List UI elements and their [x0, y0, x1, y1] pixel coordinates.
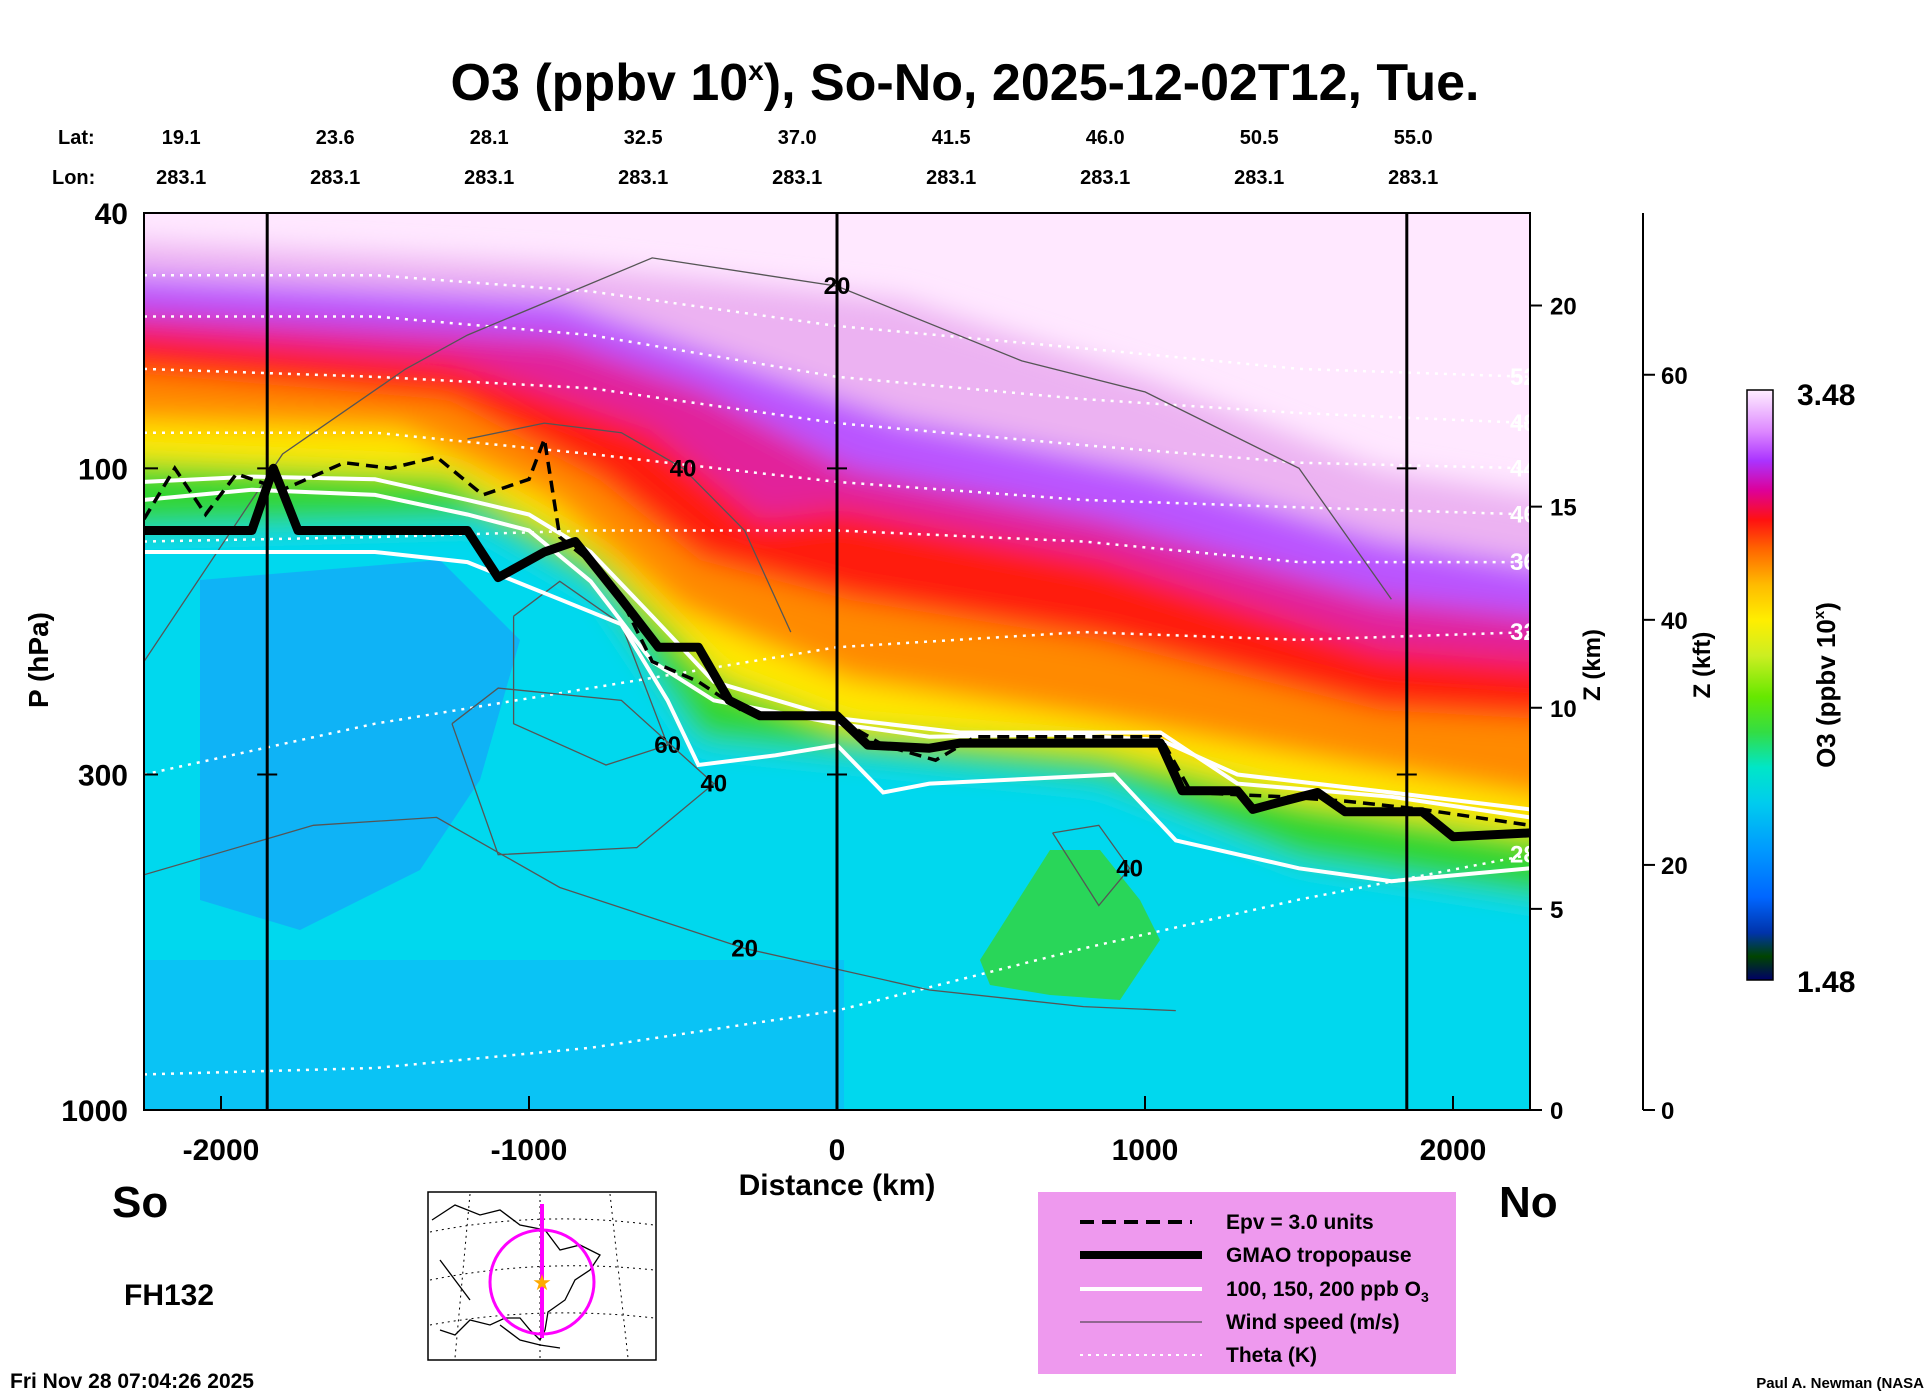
- theta-label: 520: [1510, 364, 1550, 391]
- legend-epv-label: Epv = 3.0 units: [1226, 1211, 1374, 1234]
- y-tick-label: 1000: [61, 1095, 128, 1128]
- lat-value: 41.5: [932, 127, 971, 149]
- lat-value: 37.0: [778, 127, 817, 149]
- wind-label: 60: [654, 732, 681, 759]
- ozone-field: [144, 213, 1530, 1110]
- map-star-icon: ★: [532, 1270, 552, 1295]
- legend-tropopause-label: GMAO tropopause: [1226, 1244, 1412, 1267]
- wind-line: [144, 816, 1176, 1012]
- ozone-contour-line: [144, 550, 1530, 884]
- lon-value: 283.1: [156, 167, 206, 189]
- wind-line: [467, 422, 792, 633]
- x-tick-label: -2000: [183, 1134, 260, 1167]
- lat-value: 19.1: [162, 127, 201, 149]
- green-tongue: [980, 850, 1160, 1000]
- colorbar-max: 3.48: [1797, 379, 1855, 412]
- theta-label: 320: [1510, 619, 1550, 646]
- x-axis-label: Distance (km): [739, 1169, 936, 1202]
- y-axis-label: P (hPa): [23, 612, 54, 708]
- ozone-contour-line: [144, 487, 1530, 812]
- y-axis: 40 100 300 1000: [61, 198, 158, 1128]
- x-tick-label: 2000: [1420, 1134, 1487, 1167]
- wind-line: [451, 687, 715, 856]
- z-km-tick-label: 10: [1550, 696, 1577, 723]
- lat-value: 50.5: [1240, 127, 1279, 149]
- north-label: No: [1499, 1178, 1558, 1227]
- z-kft-axis: 0 20 40 60: [1642, 213, 1688, 1125]
- colorbar-label: O3 (ppbv 10x): [1811, 602, 1841, 768]
- x-axis: -2000 -1000 0 1000 2000: [183, 1096, 1487, 1167]
- z-km-label: Z (km): [1579, 629, 1606, 701]
- lat-value: 32.5: [624, 127, 663, 149]
- wind-line: [512, 580, 669, 766]
- vertical-markers: [257, 212, 1417, 1111]
- y-tick-label: 100: [78, 453, 128, 486]
- map-coastlines: [431, 1204, 601, 1349]
- map-inset: ★: [427, 1191, 657, 1361]
- y-tick-label: 40: [95, 198, 128, 231]
- lon-value: 283.1: [926, 167, 976, 189]
- forecast-hour: FH132: [124, 1279, 214, 1312]
- z-km-axis: 0 5 10 15 20: [1529, 213, 1577, 1125]
- lon-value: 283.1: [772, 167, 822, 189]
- wind-line: [144, 257, 1392, 662]
- legend-wind-label: Wind speed (m/s): [1226, 1311, 1400, 1334]
- z-kft-label: Z (kft): [1689, 632, 1716, 699]
- lat-lon-header: Lat: Lon: 19.1 23.6 28.1 32.5 37.0 41.5 46.0 50…: [52, 127, 1438, 189]
- z-km-tick-label: 15: [1550, 495, 1577, 522]
- lon-value: 283.1: [464, 167, 514, 189]
- z-km-tick-label: 5: [1550, 897, 1563, 924]
- lon-value: 283.1: [1234, 167, 1284, 189]
- lon-value: 283.1: [1388, 167, 1438, 189]
- epv-layer: [144, 432, 1530, 828]
- lon-value: 283.1: [310, 167, 360, 189]
- theta-label: 400: [1510, 501, 1550, 528]
- lower-cyan-blue: [144, 960, 844, 1110]
- colorbar: 3.48 1.48 O3 (ppbv 10x): [1746, 379, 1855, 999]
- theta-label: 360: [1510, 549, 1550, 576]
- x-tick-label: 0: [829, 1134, 846, 1167]
- z-kft-tick-label: 20: [1661, 853, 1688, 880]
- z-kft-tick-label: 0: [1661, 1098, 1674, 1125]
- theta-label: 480: [1510, 410, 1550, 437]
- chart-title: O3 (ppbv 10x), So-No, 2025-12-02T12, Tue…: [451, 54, 1480, 112]
- wind-label: 40: [700, 771, 727, 798]
- lon-value: 283.1: [618, 167, 668, 189]
- epv-line: [144, 432, 1530, 828]
- z-km-tick-label: 0: [1550, 1098, 1563, 1125]
- theta-label: 440: [1510, 455, 1550, 482]
- lat-value: 28.1: [470, 127, 509, 149]
- lat-label: Lat:: [58, 127, 95, 149]
- south-label: So: [112, 1178, 168, 1227]
- legend-theta-label: Theta (K): [1226, 1344, 1317, 1367]
- theta-line: [144, 853, 1530, 1076]
- colorbar-gradient: [1746, 389, 1774, 981]
- timestamp: Fri Nov 28 07:04:26 2025: [10, 1370, 254, 1393]
- z-kft-tick-label: 60: [1661, 363, 1688, 390]
- y-tick-label: 300: [78, 759, 128, 792]
- wind-label: 20: [731, 935, 758, 962]
- lat-value: 55.0: [1394, 127, 1433, 149]
- legend-ozone-label: 100, 150, 200 ppb O3: [1226, 1278, 1429, 1305]
- z-km-tick-label: 20: [1550, 294, 1577, 321]
- x-tick-label: -1000: [491, 1134, 568, 1167]
- lon-value: 283.1: [1080, 167, 1130, 189]
- x-tick-label: 1000: [1112, 1134, 1179, 1167]
- colorbar-min: 1.48: [1797, 966, 1855, 999]
- lon-label: Lon:: [52, 167, 95, 189]
- theta-label: 280: [1510, 842, 1550, 869]
- legend: Epv = 3.0 units GMAO tropopause 100, 150…: [1038, 1192, 1456, 1374]
- z-kft-tick-label: 40: [1661, 608, 1688, 635]
- blue-pool: [200, 560, 520, 930]
- wind-label: 40: [1116, 855, 1143, 882]
- credit: Paul A. Newman (NASA: [1756, 1375, 1924, 1392]
- lat-value: 46.0: [1086, 127, 1125, 149]
- lat-value: 23.6: [316, 127, 355, 149]
- wind-line: [1052, 824, 1131, 907]
- wind-label: 40: [670, 455, 697, 482]
